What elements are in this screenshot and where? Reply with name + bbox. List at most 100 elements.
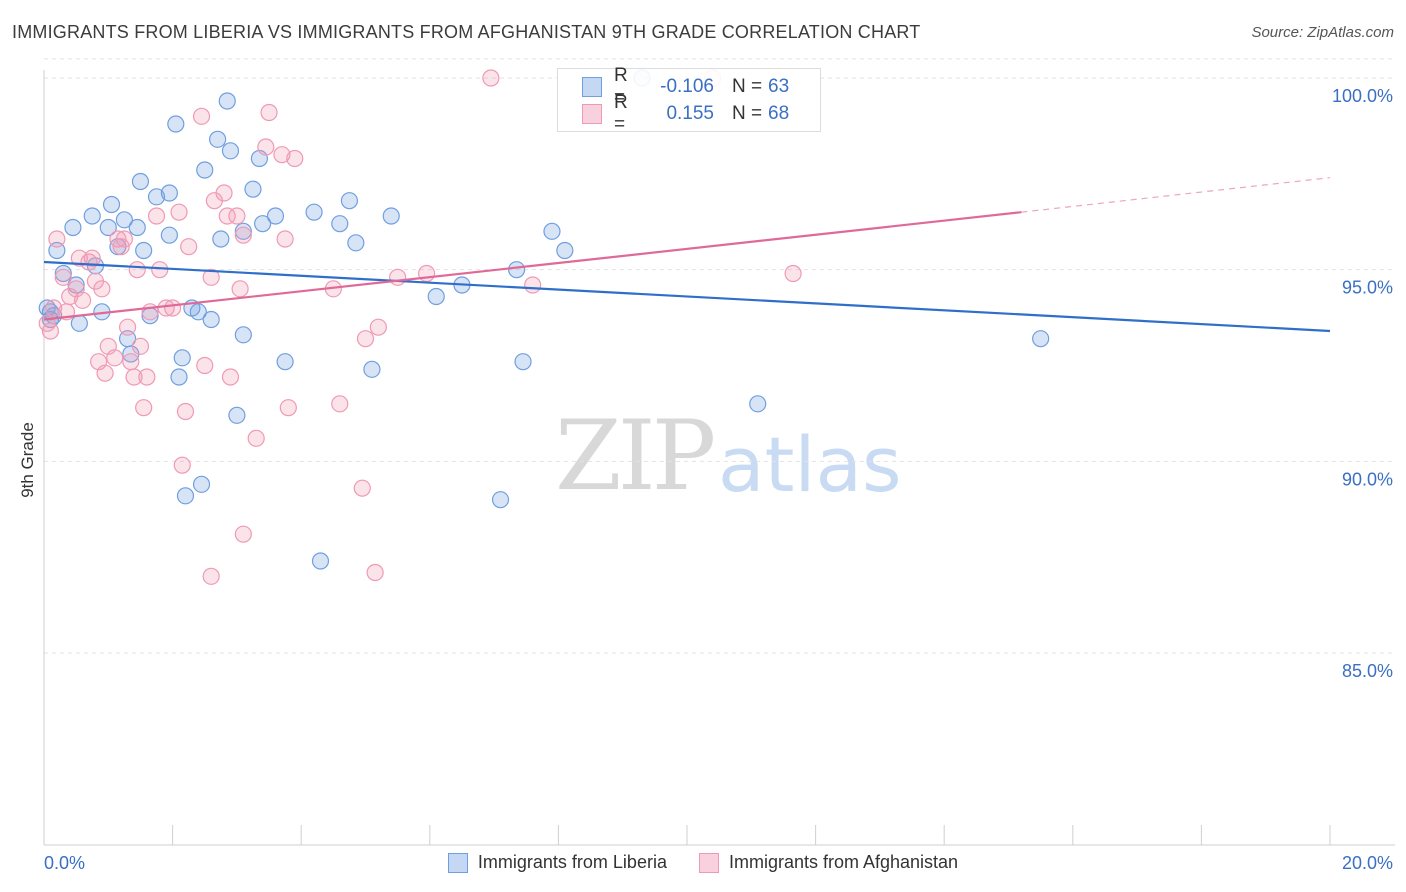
point-liberia <box>176 487 195 505</box>
point-afghanistan <box>128 261 146 279</box>
y-tick-label: 85.0% <box>1342 661 1393 681</box>
point-afghanistan <box>257 138 275 156</box>
point-liberia <box>305 203 323 221</box>
point-afghanistan <box>135 399 153 417</box>
bottom-legend-label-liberia: Immigrants from Liberia <box>477 852 667 872</box>
point-liberia <box>128 218 146 237</box>
point-afghanistan <box>218 207 236 225</box>
point-liberia <box>1032 330 1050 348</box>
bottom-legend-swatch-liberia <box>447 852 468 873</box>
point-liberia <box>192 475 211 493</box>
tick-labels: 85.0% 90.0% 95.0% 100.0% 0.0% 20.0% <box>44 86 1393 873</box>
legend-r-label: R = <box>614 92 628 135</box>
y-tick-label: 95.0% <box>1342 278 1393 298</box>
axes <box>43 70 1395 846</box>
x-tick-label: 0.0% <box>44 853 85 873</box>
legend-row-liberia: R = -0.106 N = 63 <box>558 65 790 108</box>
bottom-legend-item-liberia: Immigrants from Liberia <box>447 852 667 873</box>
grid-lines <box>44 58 1395 654</box>
point-afghanistan <box>221 368 240 386</box>
point-afghanistan <box>234 525 252 543</box>
point-liberia <box>266 207 285 225</box>
point-liberia <box>102 195 121 214</box>
trend-line-afghanistan <box>43 211 1022 321</box>
point-afghanistan <box>147 207 166 225</box>
y-tick-label: 100.0% <box>1332 86 1393 106</box>
point-afghanistan <box>369 318 387 336</box>
point-liberia <box>347 234 365 252</box>
point-afghanistan <box>170 203 188 221</box>
point-afghanistan <box>784 264 802 283</box>
point-afghanistan <box>231 280 249 298</box>
point-afghanistan <box>73 291 92 309</box>
y-tick-label: 90.0% <box>1342 469 1393 489</box>
point-afghanistan <box>45 299 63 317</box>
series-liberia-points <box>38 69 1050 570</box>
point-afghanistan <box>138 368 156 386</box>
point-afghanistan <box>276 230 294 248</box>
point-afghanistan <box>122 353 140 371</box>
point-afghanistan <box>115 230 133 248</box>
point-liberia <box>221 142 240 160</box>
point-liberia <box>83 207 101 225</box>
series-afghanistan-points <box>38 69 802 585</box>
point-afghanistan <box>331 395 349 413</box>
point-afghanistan <box>131 337 150 355</box>
point-afghanistan <box>273 146 291 164</box>
point-afghanistan <box>125 368 143 386</box>
point-liberia <box>244 180 262 198</box>
point-liberia <box>131 172 150 191</box>
point-liberia <box>491 491 510 509</box>
point-liberia <box>749 395 767 413</box>
point-liberia <box>514 353 532 371</box>
source-label: Source: ZipAtlas.com <box>1251 24 1394 41</box>
watermark-zip: ZIP <box>555 400 716 512</box>
point-afghanistan <box>524 276 542 294</box>
point-liberia <box>276 353 294 371</box>
legend-r-value-liberia: -0.106 <box>660 76 714 97</box>
legend-n-label: N = <box>732 103 763 124</box>
point-liberia <box>363 360 381 378</box>
point-afghanistan <box>96 364 114 382</box>
point-liberia <box>173 349 191 367</box>
point-afghanistan <box>482 69 500 87</box>
point-liberia <box>54 264 72 283</box>
point-liberia <box>167 115 185 133</box>
point-liberia <box>99 218 117 237</box>
point-afghanistan <box>41 322 60 340</box>
legend-row-afghanistan: R = 0.155 N = 68 <box>558 92 789 135</box>
legend-r-label: R = <box>614 65 628 108</box>
point-afghanistan <box>164 299 182 317</box>
point-liberia <box>556 241 574 260</box>
legend-r-value-afghanistan: 0.155 <box>666 103 714 124</box>
point-afghanistan <box>247 429 265 447</box>
point-afghanistan <box>389 268 407 286</box>
point-liberia <box>311 552 330 570</box>
legend: R = -0.106 N = 63 R = 0.155 N = 68 <box>557 65 821 135</box>
point-liberia <box>115 211 133 229</box>
bottom-legend-item-afghanistan: Immigrants from Afghanistan <box>698 852 958 873</box>
legend-n-value-liberia: 63 <box>768 76 790 97</box>
point-liberia <box>234 222 252 240</box>
point-liberia <box>189 303 207 321</box>
point-liberia <box>147 188 166 206</box>
point-afghanistan <box>151 261 169 279</box>
point-liberia <box>331 215 349 233</box>
point-liberia <box>382 207 400 225</box>
point-liberia <box>218 92 236 110</box>
point-afghanistan <box>353 479 371 497</box>
point-liberia <box>209 130 227 148</box>
point-liberia <box>340 192 359 210</box>
legend-swatch-liberia <box>582 77 602 97</box>
point-liberia <box>135 241 153 260</box>
point-liberia <box>234 326 252 344</box>
point-afghanistan <box>106 349 124 367</box>
x-tick-label: 20.0% <box>1342 853 1393 873</box>
point-afghanistan <box>279 399 297 417</box>
point-afghanistan <box>234 226 252 244</box>
point-afghanistan <box>196 356 214 375</box>
point-liberia <box>508 261 526 279</box>
point-afghanistan <box>192 107 211 125</box>
point-afghanistan <box>366 563 384 582</box>
